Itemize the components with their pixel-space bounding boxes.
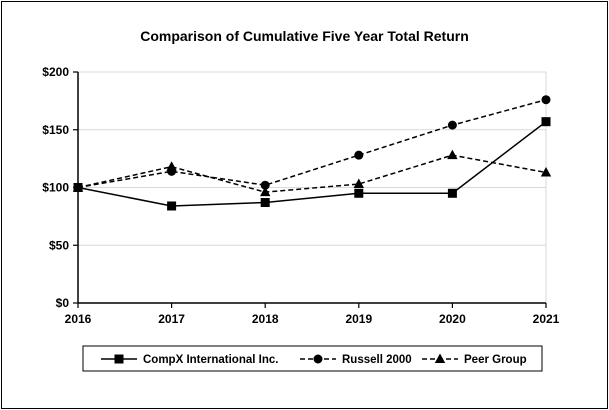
- legend-label-peer-group: Peer Group: [464, 354, 527, 366]
- y-tick-label: $50: [49, 238, 69, 252]
- legend-label-compx-international-inc: CompX International Inc.: [143, 354, 278, 366]
- series-peer-group: [72, 149, 552, 197]
- data-point-peer-group: [72, 182, 84, 192]
- x-tick-label: 2020: [439, 312, 466, 326]
- data-point-russell-2000: [354, 150, 364, 160]
- legend-marker-peer-group: [434, 353, 446, 363]
- legend-marker-compx-international-inc: [114, 354, 124, 364]
- data-point-russell-2000: [260, 180, 270, 190]
- x-tick-label: 2021: [533, 312, 560, 326]
- legend-marker-russell-2000: [313, 354, 323, 364]
- data-point-peer-group: [166, 161, 177, 171]
- legend: CompX International Inc. Russell 2000 Peer…: [82, 345, 543, 372]
- series-group: [72, 95, 552, 211]
- x-tick-label: 2018: [252, 312, 279, 326]
- series-russell-2000: [73, 95, 551, 192]
- y-tick-label: $200: [42, 65, 69, 79]
- data-point-peer-group: [260, 186, 271, 197]
- gridlines: [78, 71, 547, 303]
- y-tick-labels: $0 $50 $100 $150 $200: [42, 65, 69, 310]
- series-compx-international-inc: [73, 117, 551, 211]
- x-tick-label: 2017: [158, 312, 185, 326]
- data-point-compx-international-inc: [260, 198, 270, 208]
- data-point-russell-2000: [447, 120, 457, 130]
- chart-title: Comparison of Cumulative Five Year Total…: [140, 28, 469, 44]
- data-point-peer-group: [540, 166, 552, 177]
- series-line-russell-2000: [77, 98, 547, 189]
- data-point-compx-international-inc: [447, 188, 457, 198]
- data-point-peer-group: [447, 149, 458, 160]
- data-point-compx-international-inc: [167, 201, 177, 211]
- y-tick-label: $0: [56, 296, 70, 310]
- y-tick-label: $150: [42, 123, 69, 137]
- y-tick-label: $100: [42, 181, 69, 195]
- x-tick-label: 2019: [345, 312, 372, 326]
- series-line-peer-group: [77, 154, 547, 193]
- axes: [73, 71, 547, 308]
- data-point-compx-international-inc: [354, 188, 364, 198]
- data-point-russell-2000: [541, 95, 551, 105]
- data-point-compx-international-inc: [541, 117, 551, 127]
- x-tick-label: 2016: [65, 312, 92, 326]
- series-line-compx-international-inc: [77, 121, 547, 207]
- data-point-peer-group: [353, 178, 364, 189]
- legend-label-russell-2000: Russell 2000: [342, 354, 412, 366]
- x-tick-labels: 2016 2017 2018 2019 2020 2021: [65, 312, 560, 326]
